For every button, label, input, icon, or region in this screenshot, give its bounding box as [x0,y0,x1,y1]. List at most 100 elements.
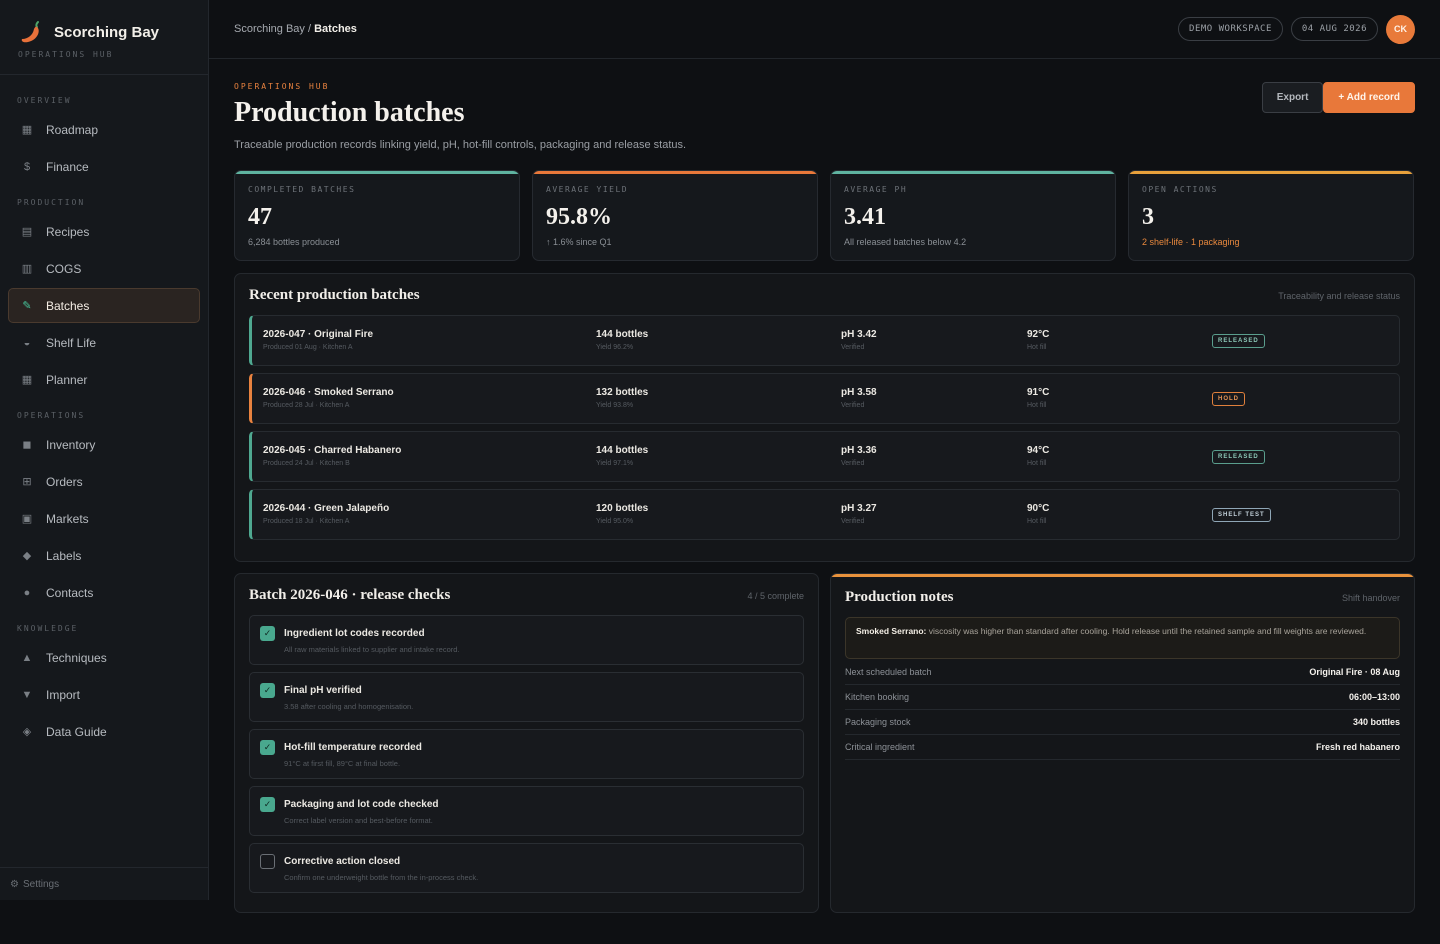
checkbox-checked-icon[interactable]: ✓ [260,626,275,641]
table-row[interactable]: 2026-045 · Charred Habanero Produced 24 J… [249,431,1400,482]
store-icon: ▣ [21,513,33,525]
stat-card: OPEN ACTIONS 3 2 shelf-life · 1 packaging [1128,170,1414,261]
batch-bottles: 120 bottles [596,503,649,514]
nav-section-label: OVERVIEW [17,96,72,105]
stat-label: COMPLETED BATCHES [248,185,356,194]
breadcrumb-separator: / [304,23,315,35]
add-record-button[interactable]: + Add record [1323,82,1415,113]
sidebar-item-recipes[interactable]: ▤ Recipes [8,214,200,249]
sidebar-item-inventory[interactable]: ◼ Inventory [8,427,200,462]
sidebar-item-techniques[interactable]: ▲ Techniques [8,640,200,675]
check-detail: Correct label version and best-before fo… [284,816,433,825]
batch-cell-temp: 94°C Hot fill [1027,445,1049,467]
sidebar-item-orders[interactable]: ⊞ Orders [8,464,200,499]
stat-note: 2 shelf-life · 1 packaging [1142,237,1240,247]
batch-cell-name: 2026-045 · Charred Habanero Produced 24 J… [263,445,401,467]
batch-ph-note: Verified [841,518,865,525]
sidebar-item-label: Contacts [46,585,94,600]
batch-ph: pH 3.27 [841,503,877,514]
checkbox-checked-icon[interactable]: ✓ [260,797,275,812]
sidebar-item-label: Labels [46,548,82,563]
checklist-item[interactable]: ✓ Packaging and lot code checked Correct l… [249,786,804,836]
sidebar-item-contacts[interactable]: ● Contacts [8,575,200,610]
stat-value: 47 [248,204,272,230]
table-row[interactable]: 2026-044 · Green Jalapeño Produced 18 Jul… [249,489,1400,540]
checklist-item[interactable]: ✓ Final pH verified 3.58 after cooling and… [249,672,804,722]
batch-produced: Produced 28 Jul · Kitchen A [263,402,350,409]
batch-cell-temp: 91°C Hot fill [1027,387,1049,409]
export-button[interactable]: Export [1261,82,1324,113]
batch-ph: pH 3.36 [841,445,877,456]
batch-name: 2026-046 · Smoked Serrano [263,387,394,398]
batch-cell-temp: 92°C Hot fill [1027,329,1049,351]
batch-bottles: 144 bottles [596,445,649,456]
check-detail: 3.58 after cooling and homogenisation. [284,702,414,711]
date-pill: 04 AUG 2026 [1290,17,1378,41]
handover-callout: Smoked Serrano: viscosity was higher tha… [845,617,1400,659]
batch-ph-note: Verified [841,344,865,351]
table-row[interactable]: 2026-047 · Original Fire Produced 01 Aug … [249,315,1400,366]
import-icon: ▼ [21,688,33,701]
checklist-item[interactable]: ✓ Hot-fill temperature recorded 91°C at fi… [249,729,804,779]
batches-title: Recent production batches [249,287,420,303]
sidebar-item-label: COGS [46,261,82,276]
check-detail: 91°C at first fill, 89°C at final bottle… [284,759,401,768]
sidebar-item-finance[interactable]: $ Finance [8,149,200,184]
check-label: Hot-fill temperature recorded [284,742,422,753]
batch-ph: pH 3.58 [841,387,877,398]
sidebar-item-batches[interactable]: ✎ Batches [8,288,200,323]
batch-cell-ph: pH 3.42 Verified [841,329,877,351]
fact-key: Packaging stock [845,717,911,727]
batch-cell-name: 2026-044 · Green Jalapeño Produced 18 Jul… [263,503,389,525]
production-notes-panel: Production notes Shift handover Smoked S… [830,573,1415,913]
sidebar-item-import[interactable]: ▼ Import [8,677,200,712]
workspace-pill[interactable]: DEMO WORKSPACE [1178,17,1283,41]
sidebar-item-planner[interactable]: ▦ Planner [8,362,200,397]
sidebar-item-labels[interactable]: ◆ Labels [8,538,200,573]
batch-bottles: 144 bottles [596,329,649,340]
brand-subtitle: OPERATIONS HUB [18,50,114,59]
fact-key: Critical ingredient [845,742,915,752]
stat-card: COMPLETED BATCHES 47 6,284 bottles produce… [234,170,520,261]
sidebar-item-shelf-life[interactable]: ◒ Shelf Life [8,325,200,360]
table-row[interactable]: 2026-046 · Smoked Serrano Produced 28 Jul… [249,373,1400,424]
checkbox-empty-icon[interactable]: ✓ [260,854,275,869]
settings-label: Settings [22,878,60,890]
sidebar-item-data-guide[interactable]: ◈ Data Guide [8,714,200,749]
page-subtitle: Traceable production records linking yie… [234,139,687,151]
batch-cell-bottles: 132 bottles Yield 93.8% [596,387,648,409]
fact-value: 340 bottles [1352,717,1400,727]
sidebar-item-roadmap[interactable]: ▦ Roadmap [8,112,200,147]
stat-label: OPEN ACTIONS [1142,185,1218,194]
box-icon: ◼ [22,439,32,451]
settings-link[interactable]: ⚙ Settings [0,867,208,900]
batch-temp-note: Hot fill [1027,518,1047,525]
batch-produced: Produced 18 Jul · Kitchen A [263,518,350,525]
checkbox-checked-icon[interactable]: ✓ [260,740,275,755]
checkbox-checked-icon[interactable]: ✓ [260,683,275,698]
sidebar-item-label: Markets [46,511,89,526]
gear-icon: ⚙ [10,878,19,890]
sidebar-item-label: Orders [46,474,83,489]
stat-note: All released batches below 4.2 [844,237,967,247]
sidebar-item-cogs[interactable]: ▥ COGS [8,251,200,286]
nav-section-label: KNOWLEDGE [17,624,79,633]
check-label: Packaging and lot code checked [284,799,439,810]
sidebar-item-label: Inventory [46,437,96,452]
checklist-item[interactable]: ✓ Ingredient lot codes recorded All raw ma… [249,615,804,665]
avatar[interactable]: CK [1386,14,1415,44]
tag-icon: ◆ [22,550,32,562]
batch-yield: Yield 96.2% [596,344,634,351]
pencil-icon: ✎ [22,300,32,312]
stats-row: COMPLETED BATCHES 47 6,284 bottles produce… [234,170,1415,261]
check-label: Corrective action closed [284,856,401,867]
stat-label: AVERAGE YIELD [546,185,629,194]
sidebar-item-markets[interactable]: ▣ Markets [8,501,200,536]
sidebar-nav: OVERVIEW ▦ Roadmap $ Finance PRODUCTION ▤ Recip… [0,75,208,757]
breadcrumb-parent[interactable]: Scorching Bay [234,23,305,35]
map-icon: ▦ [21,124,33,136]
stat-value: 95.8% [546,204,612,230]
main-content: OPERATIONS HUB Production batches Tracea… [234,59,1415,913]
checklist-item[interactable]: ✓ Corrective action closed Confirm one und… [249,843,804,893]
notes-title: Production notes [845,589,954,605]
